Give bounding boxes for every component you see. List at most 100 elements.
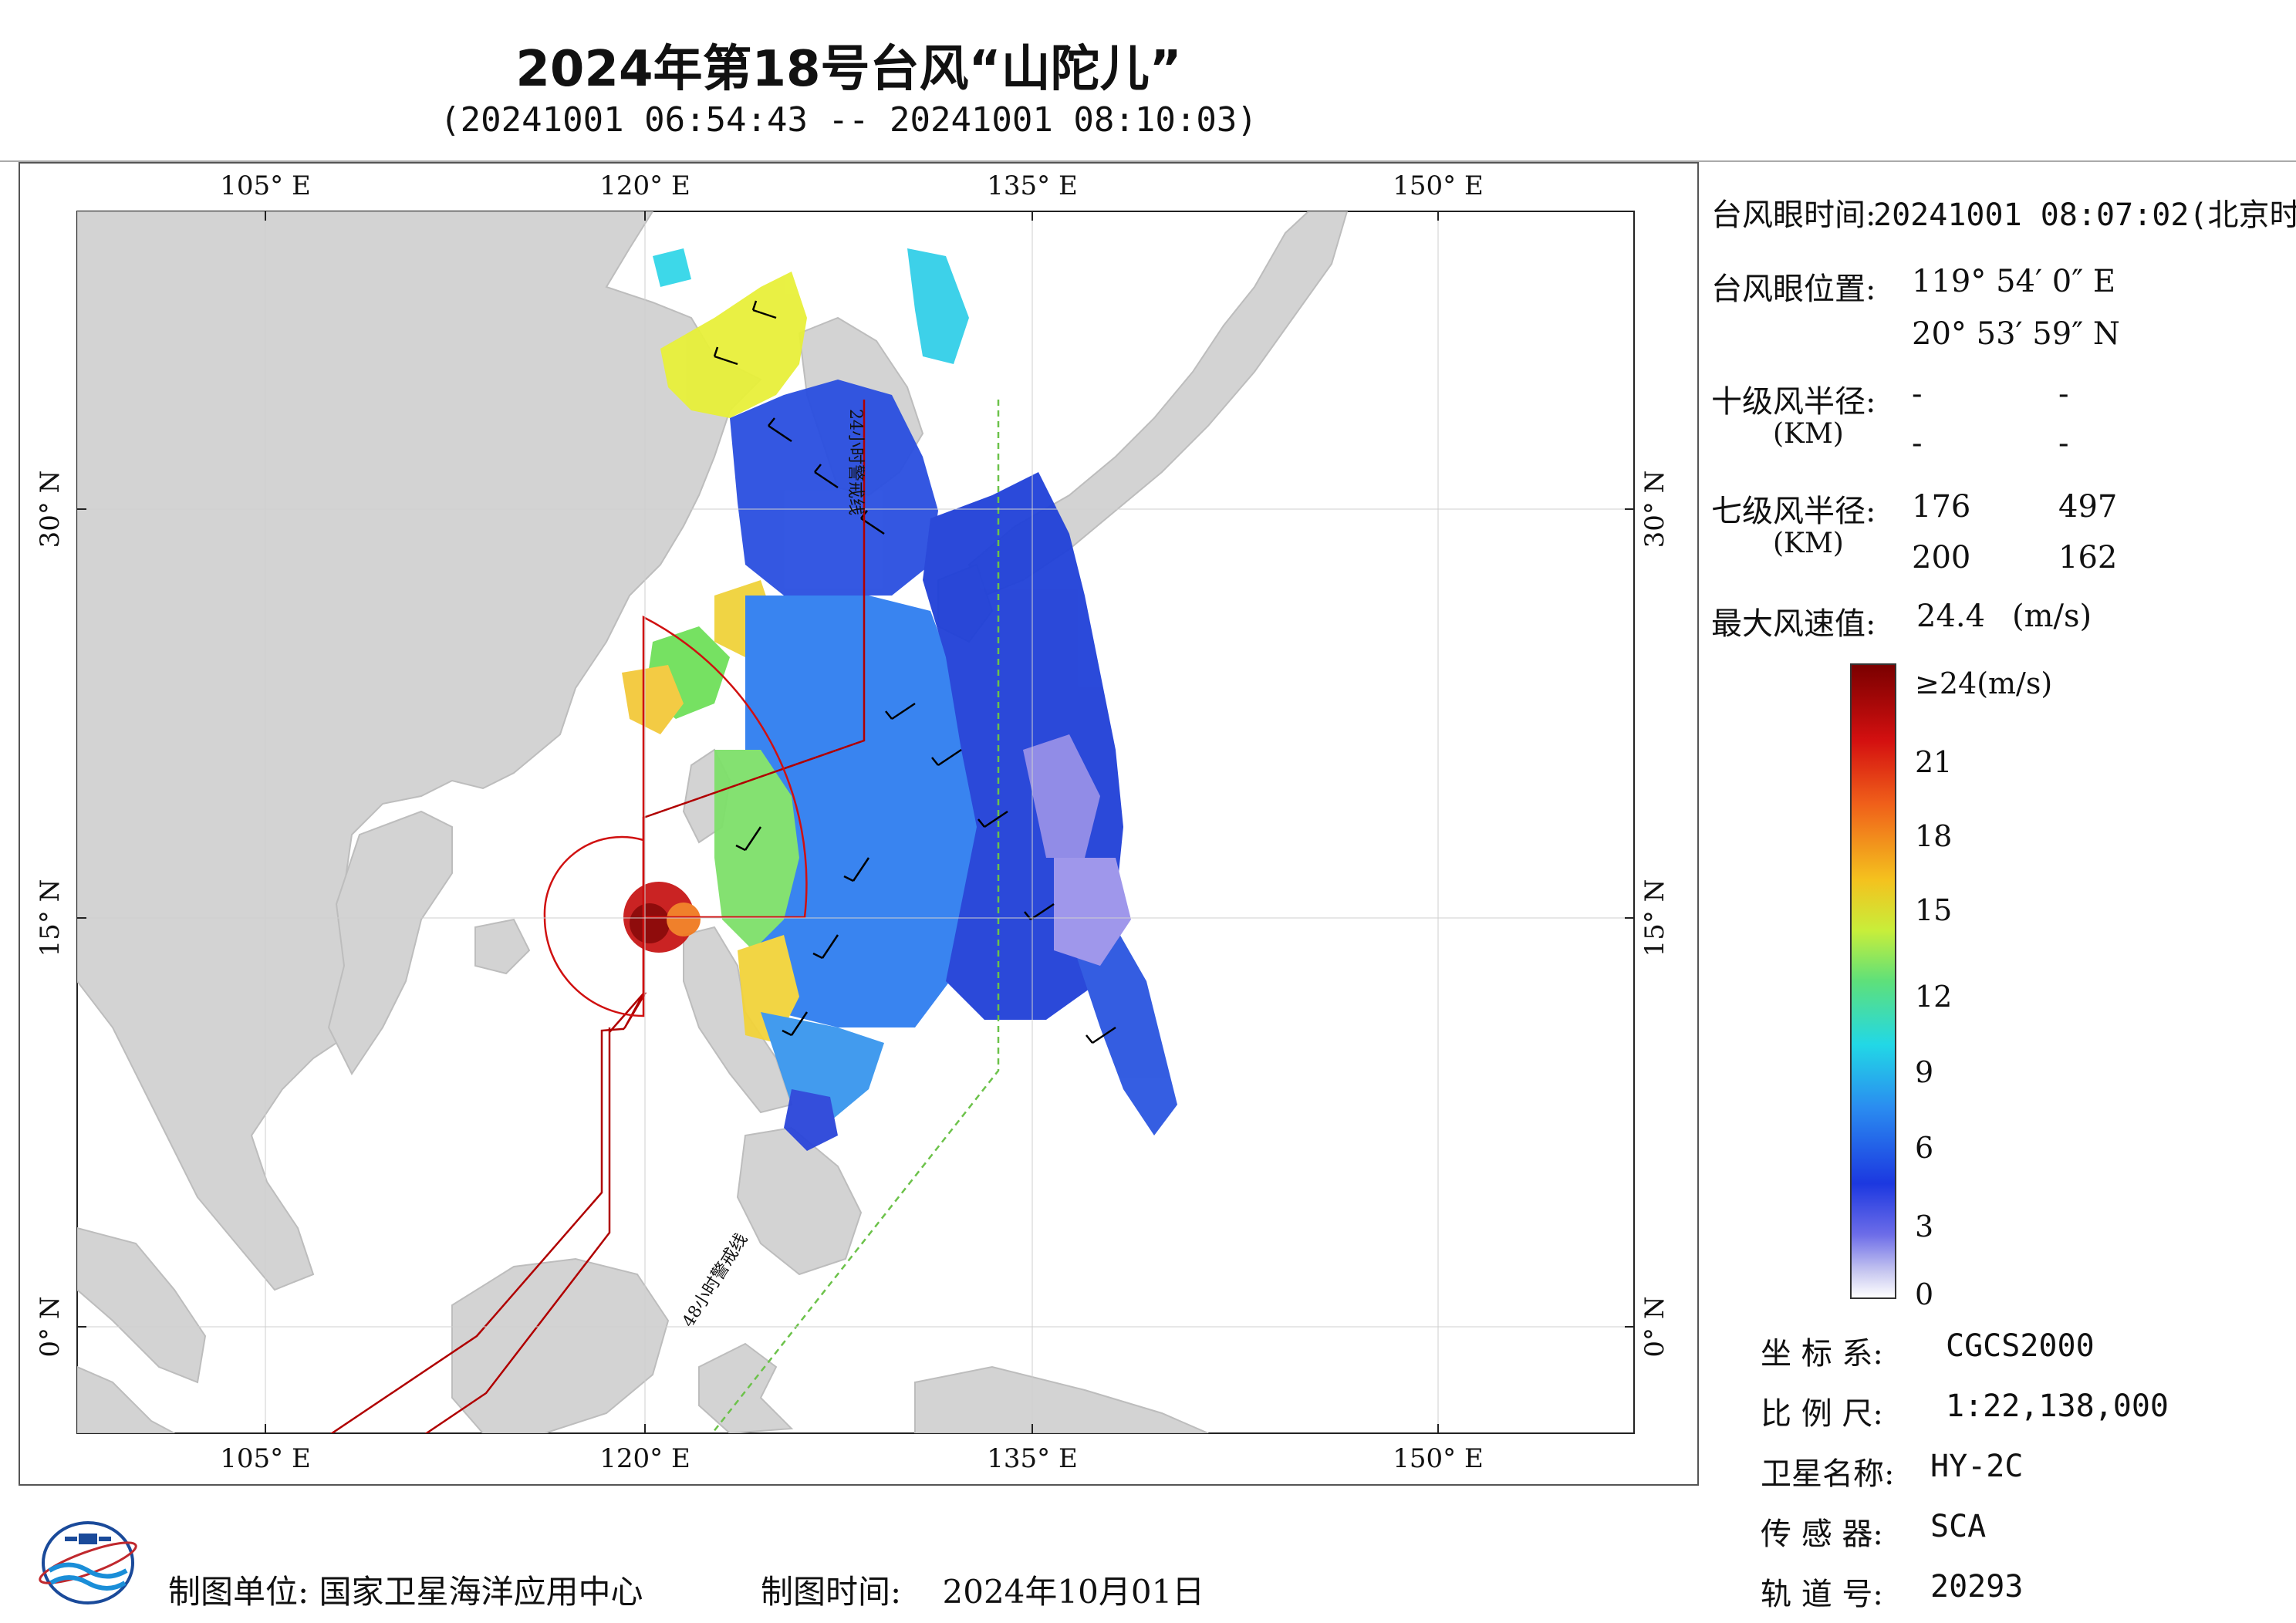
lon-tick-top-135: 135° E	[987, 170, 1078, 201]
typhoon-core-orange	[667, 903, 701, 936]
graticule	[77, 211, 1634, 1433]
production-time: 制图时间: 2024年10月01日	[761, 1566, 1204, 1613]
wind-barb	[1086, 1026, 1116, 1044]
producer-label: 制图单位:	[168, 1573, 309, 1611]
lon-tick-top-105: 105° E	[220, 170, 311, 201]
warning-line-24h-south	[330, 992, 647, 1433]
colorbar-label-12: 12	[1915, 980, 1953, 1014]
swath-east-tail	[1069, 927, 1177, 1135]
wind-barb	[735, 826, 762, 852]
page-title: 2024年第18号台风“山陀儿”	[515, 41, 1182, 98]
colorbar-label-18: 18	[1915, 819, 1953, 853]
top-rule	[0, 160, 2296, 162]
max-wind-value: 24.4	[1916, 599, 1986, 634]
r7-label: 七级风半径:	[1711, 494, 1876, 529]
scale-label: 比 例 尺:	[1761, 1396, 1883, 1432]
coord-label: 坐 标 系:	[1761, 1336, 1883, 1372]
colorbar-label-9: 9	[1915, 1055, 1934, 1089]
colorbar-label-15: 15	[1915, 893, 1953, 927]
lon-tick-bottom-150: 150° E	[1393, 1443, 1484, 1474]
land-indochina	[327, 810, 453, 1075]
swath-north-cyan	[653, 248, 691, 287]
lon-tick-top-150: 150° E	[1393, 170, 1484, 201]
swath-core-green	[714, 750, 799, 950]
land-japan	[967, 211, 1349, 597]
typhoon-core-darkred	[630, 903, 670, 943]
r10-label: 十级风半径:	[1711, 384, 1876, 420]
wind-barb	[768, 417, 792, 443]
scale-value: 1:22,138,000	[1946, 1388, 2169, 1424]
satellite-value: HY-2C	[1930, 1449, 2024, 1484]
typhoon-r7-radius	[543, 615, 808, 1017]
lat-tick-right-0: 0° N	[1639, 1296, 1670, 1357]
map-frame[interactable]: 105° E 120° E 135° E 150° E 105° E 120° …	[19, 162, 1699, 1486]
eye-time-value: 20241001 08:07:02(北京时)	[1873, 197, 2296, 233]
wind-barbs	[713, 300, 1116, 1044]
swath-north-yellow	[660, 272, 807, 418]
tick-marks	[77, 211, 1634, 1433]
land-sumatra	[77, 1365, 175, 1433]
colorbar-label-3: 3	[1915, 1210, 1934, 1243]
max-wind-label: 最大风速值:	[1711, 606, 1876, 642]
r10-value-sw: -	[1912, 426, 1923, 461]
typhoon-wind-map[interactable]: 105° E 120° E 135° E 150° E 105° E 120° …	[20, 164, 1697, 1484]
land-hainan	[474, 918, 531, 975]
max-wind-unit: (m/s)	[2012, 599, 2092, 634]
swath-mid-blue	[745, 596, 992, 1027]
r7-unit: (KM)	[1773, 528, 1844, 559]
lat-tick-right-15: 15° N	[1639, 879, 1670, 957]
wind-barb	[782, 1011, 809, 1037]
wind-barb	[812, 934, 839, 960]
orbit-label: 轨 道 号:	[1761, 1577, 1883, 1612]
eye-lon-value: 119° 54′ 0″ E	[1912, 264, 2116, 299]
lat-tick-left-15: 15° N	[35, 879, 66, 957]
swath-east-light	[1023, 734, 1100, 858]
eye-time-label: 台风眼时间:	[1711, 197, 1876, 233]
coord-value: CGCS2000	[1946, 1328, 2095, 1364]
sensor-label: 传 感 器:	[1761, 1517, 1883, 1552]
lon-tick-top-120: 120° E	[599, 170, 690, 201]
r10-value-ne: -	[1912, 376, 1923, 412]
eye-pos-label: 台风眼位置:	[1711, 272, 1876, 307]
swath-north-cyan-2	[907, 248, 969, 364]
wind-barb	[885, 702, 916, 720]
swath-west-yellow	[622, 665, 684, 734]
land-malay	[77, 1227, 207, 1384]
swath-south-darkblue	[784, 1089, 838, 1151]
r10-value-nw: -	[2058, 426, 2069, 461]
lon-tick-bottom-105: 105° E	[220, 1443, 311, 1474]
producer-value: 国家卫星海洋应用中心	[319, 1573, 643, 1611]
wind-speed-swath	[622, 248, 1177, 1151]
wind-barb	[977, 810, 1008, 828]
swath-blue-north	[730, 380, 938, 596]
swath-core-yellow	[738, 935, 799, 1043]
satellite-label: 卫星名称:	[1761, 1456, 1895, 1492]
warning-line-24h-label: 24小时警戒线	[846, 409, 865, 515]
orbit-value: 20293	[1930, 1569, 2024, 1604]
land-newguinea	[914, 1365, 1209, 1433]
r7-value-nw: 162	[2058, 540, 2118, 575]
producer-info: 制图单位: 国家卫星海洋应用中心	[168, 1566, 643, 1613]
wind-barb	[751, 300, 777, 319]
swath-east-light-2	[1054, 858, 1131, 966]
lat-tick-left-0: 0° N	[35, 1296, 66, 1357]
lat-tick-right-30: 30° N	[1639, 471, 1670, 548]
colorbar-label-21: 21	[1915, 745, 1953, 779]
r7-value-ne: 176	[1912, 489, 1971, 525]
r10-unit: (KM)	[1773, 418, 1844, 450]
r7-value-se: 497	[2058, 489, 2118, 525]
colorbar-label-24: ≥24(m/s)	[1915, 666, 2053, 700]
nsoas-logo-icon	[39, 1521, 137, 1604]
eye-lat-value: 20° 53′ 59″ N	[1912, 316, 2120, 352]
warning-line-24h	[424, 400, 866, 1433]
wind-barb	[931, 748, 962, 767]
lat-tick-left-30: 30° N	[35, 471, 66, 548]
wind-barb	[843, 857, 870, 882]
wind-barb	[814, 464, 839, 489]
lon-tick-bottom-135: 135° E	[987, 1443, 1078, 1474]
wind-speed-colorbar	[1850, 663, 1896, 1299]
r7-value-sw: 200	[1912, 540, 1971, 575]
wind-barb	[713, 346, 738, 366]
lon-tick-bottom-120: 120° E	[599, 1443, 690, 1474]
production-time-label: 制图时间:	[761, 1573, 902, 1611]
